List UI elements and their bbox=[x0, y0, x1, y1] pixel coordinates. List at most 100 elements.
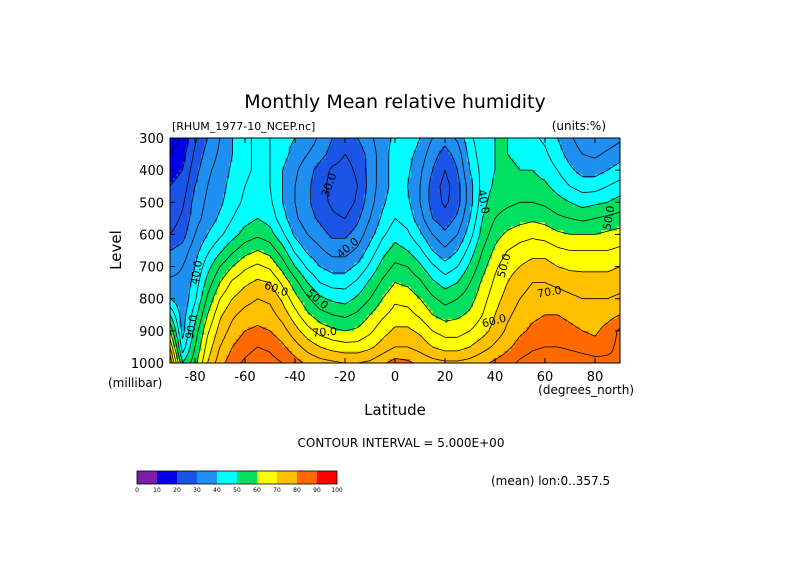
contour-cell bbox=[282, 226, 287, 232]
contour-cell bbox=[316, 358, 321, 363]
contour-cell bbox=[435, 146, 440, 151]
contour-cell bbox=[285, 250, 290, 256]
contour-cell bbox=[407, 274, 412, 280]
contour-cell bbox=[288, 350, 293, 356]
contour-cell bbox=[204, 266, 209, 272]
contour-cell bbox=[395, 190, 399, 195]
contour-cell bbox=[310, 242, 315, 248]
contour-cell bbox=[170, 310, 174, 316]
contour-cell bbox=[335, 342, 340, 348]
contour-cell bbox=[382, 162, 387, 167]
contour-cell bbox=[435, 214, 440, 219]
contour-cell bbox=[254, 202, 259, 207]
contour-cell bbox=[351, 238, 355, 244]
contour-cell bbox=[332, 282, 337, 288]
contour-cell bbox=[445, 210, 449, 215]
contour-cell bbox=[170, 198, 174, 203]
contour-cell bbox=[295, 138, 299, 143]
contour-cell bbox=[191, 290, 196, 296]
contour-cell bbox=[191, 250, 196, 256]
contour-cell bbox=[404, 274, 409, 280]
contour-cell bbox=[445, 258, 449, 264]
contour-cell bbox=[407, 146, 412, 151]
contour-cell bbox=[198, 202, 202, 207]
contour-cell bbox=[432, 302, 437, 308]
contour-cell bbox=[288, 210, 293, 215]
contour-cell bbox=[426, 326, 430, 332]
contour-cell bbox=[363, 250, 368, 256]
contour-cell bbox=[401, 214, 405, 219]
contour-cell bbox=[360, 278, 365, 284]
contour-cell bbox=[176, 286, 180, 292]
contour-cell bbox=[241, 278, 246, 284]
contour-cell bbox=[416, 194, 421, 199]
contour-cell bbox=[288, 186, 293, 191]
contour-cell bbox=[329, 282, 334, 288]
contour-cell bbox=[351, 250, 355, 256]
contour-cell bbox=[191, 254, 196, 260]
contour-cell bbox=[179, 162, 184, 167]
contour-cell bbox=[238, 170, 243, 175]
contour-cell bbox=[288, 290, 293, 296]
contour-cell bbox=[357, 358, 362, 363]
contour-cell bbox=[354, 206, 359, 211]
contour-cell bbox=[388, 278, 393, 284]
contour-cell bbox=[313, 262, 318, 268]
contour-cell bbox=[363, 342, 368, 348]
contour-cell bbox=[438, 198, 443, 203]
contour-cell bbox=[188, 202, 193, 207]
contour-cell bbox=[435, 290, 440, 296]
contour-cell bbox=[282, 266, 287, 272]
contour-cell bbox=[176, 182, 180, 187]
contour-cell bbox=[416, 310, 421, 316]
contour-cell bbox=[185, 282, 190, 288]
contour-cell bbox=[345, 214, 349, 219]
contour-cell bbox=[210, 246, 215, 252]
contour-cell bbox=[251, 238, 255, 244]
contour-cell bbox=[404, 322, 409, 328]
contour-cell bbox=[388, 330, 393, 336]
contour-cell bbox=[301, 246, 305, 252]
contour-cell bbox=[254, 218, 259, 223]
contour-cell bbox=[345, 358, 349, 363]
contour-cell bbox=[229, 330, 234, 336]
contour-cell bbox=[301, 278, 305, 284]
contour-cell bbox=[304, 182, 309, 187]
contour-cell bbox=[354, 322, 359, 328]
contour-cell bbox=[301, 254, 305, 260]
contour-cell bbox=[291, 190, 296, 195]
contour-cell bbox=[398, 262, 402, 268]
contour-cell bbox=[429, 334, 434, 340]
contour-cell bbox=[432, 178, 437, 183]
contour-cell bbox=[448, 170, 452, 175]
contour-cell bbox=[313, 322, 318, 328]
contour-cell bbox=[326, 258, 330, 264]
contour-cell bbox=[288, 194, 293, 199]
contour-cell bbox=[338, 306, 343, 312]
contour-cell bbox=[420, 206, 424, 211]
contour-cell bbox=[398, 322, 402, 328]
contour-cell bbox=[416, 170, 421, 175]
contour-cell bbox=[366, 186, 371, 191]
contour-cell bbox=[185, 350, 190, 356]
contour-cell bbox=[388, 146, 393, 151]
contour-cell bbox=[188, 310, 193, 316]
contour-cell bbox=[388, 270, 393, 276]
contour-cell bbox=[401, 198, 405, 203]
contour-cell bbox=[366, 194, 371, 199]
contour-cell bbox=[213, 198, 218, 203]
contour-cell bbox=[207, 282, 212, 288]
contour-cell bbox=[213, 222, 218, 227]
contour-cell bbox=[241, 182, 246, 187]
contour-cell bbox=[445, 266, 449, 272]
contour-cell bbox=[423, 326, 427, 332]
contour-cell bbox=[382, 182, 387, 187]
contour-cell bbox=[198, 154, 202, 159]
contour-cell bbox=[379, 154, 384, 159]
contour-cell bbox=[376, 202, 380, 207]
contour-cell bbox=[441, 290, 446, 296]
contour-cell bbox=[176, 162, 180, 167]
contour-cell bbox=[295, 150, 299, 155]
contour-cell bbox=[273, 170, 277, 175]
contour-cell bbox=[288, 302, 293, 308]
